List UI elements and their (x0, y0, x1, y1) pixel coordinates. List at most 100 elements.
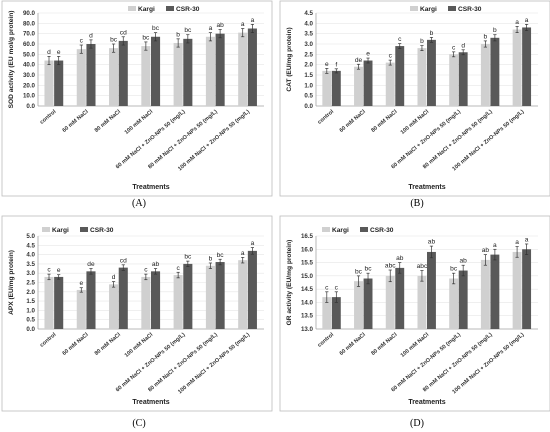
significance-letter: c (80, 38, 84, 45)
significance-letter: e (366, 51, 370, 58)
significance-letter: a (525, 236, 529, 243)
y-axis-title: CAT (EU/mg protein) (286, 27, 293, 91)
legend-swatch-0 (410, 6, 418, 11)
significance-letter: d (112, 274, 116, 281)
bar-kargi (385, 275, 395, 329)
significance-letter: bc (184, 27, 192, 34)
chart-panel-1: 0.0 0.5 1.0 1.5 2.0 2.5 3.0 3.5 4.0 4.5 CAT (EU/mg… (279, 0, 550, 197)
bar-kargi (173, 275, 183, 329)
bar-csr30 (215, 33, 225, 106)
bar-csr30 (86, 44, 96, 106)
legend-label-0: Kargi (420, 6, 437, 13)
significance-letter: c (176, 265, 180, 272)
y-tick-label: 16.5 (301, 233, 314, 240)
significance-letter: c (325, 284, 329, 291)
significance-letter: a (241, 21, 245, 28)
bar-csr30 (86, 271, 96, 329)
significance-letter: d (47, 49, 51, 56)
significance-letter: cd (120, 257, 127, 264)
y-tick-label: 0.0 (26, 326, 35, 333)
bar-csr30 (331, 297, 341, 329)
y-tick-label: 14.0 (301, 299, 314, 306)
y-tick-label: 15.0 (301, 273, 314, 280)
significance-letter: ab (428, 239, 436, 246)
significance-letter: bc (450, 266, 458, 273)
bar-csr30 (458, 270, 468, 329)
bar-csr30 (183, 263, 193, 329)
y-tick-label: 2.0 (26, 289, 35, 296)
bar-kargi (480, 44, 490, 106)
significance-letter: e (325, 61, 329, 68)
y-tick-label: 4.5 (26, 242, 35, 249)
significance-letter: a (251, 240, 255, 247)
bar-csr30 (427, 39, 436, 106)
significance-letter: c (452, 44, 456, 51)
y-tick-label: 3.0 (26, 270, 35, 277)
bar-csr30 (151, 271, 161, 329)
legend-swatch-1 (80, 227, 88, 232)
panel-label: (D) (410, 418, 424, 429)
y-tick-label: 10.0 (23, 93, 36, 100)
bar-csr30 (427, 251, 436, 329)
significance-letter: b (430, 30, 434, 37)
bar-csr30 (118, 40, 128, 106)
bar-kargi (322, 297, 332, 329)
significance-letter: c (47, 267, 51, 274)
y-tick-label: 0.0 (304, 103, 313, 110)
significance-letter: e (57, 49, 61, 56)
significance-letter: c (144, 267, 148, 274)
bar-csr30 (183, 38, 193, 107)
bar-kargi (109, 284, 119, 329)
panel-label: (B) (410, 198, 423, 209)
bar-csr30 (54, 60, 64, 106)
y-axis-title: APX (EU/mg protein) (8, 250, 15, 315)
bar-kargi (449, 278, 459, 329)
y-tick-label: 1.0 (26, 307, 35, 314)
bar-kargi (141, 46, 151, 106)
y-tick-label: 0.0 (26, 103, 35, 110)
bar-csr30 (54, 276, 64, 329)
significance-letter: cd (120, 29, 127, 36)
y-tick-label: 0.5 (26, 317, 35, 324)
significance-letter: de (87, 261, 95, 268)
y-tick-label: 2.0 (304, 62, 313, 69)
legend-swatch-0 (322, 227, 330, 232)
significance-letter: ab (396, 255, 404, 262)
significance-letter: bc (152, 25, 160, 32)
legend-swatch-1 (166, 6, 174, 11)
bar-kargi (417, 275, 427, 329)
chart-panel-3: 13.0 13.5 14.0 14.5 15.0 15.5 16.0 16.5 GR activ… (279, 215, 550, 412)
bar-kargi (449, 54, 459, 106)
chart-frame (1, 0, 273, 197)
chart-frame (279, 0, 550, 197)
y-tick-label: 70.0 (23, 31, 36, 38)
significance-letter: a (515, 19, 519, 26)
bar-kargi (141, 276, 151, 329)
bar-csr30 (247, 28, 257, 106)
significance-letter: b (176, 31, 180, 38)
significance-letter: abc (385, 263, 396, 270)
significance-letter: a (515, 239, 519, 246)
y-tick-label: 2.5 (304, 51, 313, 58)
bar-kargi (205, 36, 215, 107)
legend-label-1: CSR-30 (176, 6, 200, 13)
significance-letter: f (335, 61, 337, 68)
significance-letter: bc (365, 266, 373, 273)
bar-csr30 (363, 60, 373, 106)
chart-panel-2: 0.0 0.5 1.0 1.5 2.0 2.5 3.0 3.5 4.0 4.5 5.0 APX (EU… (1, 215, 273, 412)
bar-csr30 (363, 278, 373, 329)
y-tick-label: 4.5 (304, 10, 313, 17)
significance-letter: ab (482, 247, 490, 254)
bar-csr30 (395, 267, 405, 329)
significance-letter: c (398, 36, 402, 43)
legend-swatch-0 (128, 6, 136, 11)
legend-swatch-1 (360, 227, 368, 232)
significance-letter: bc (217, 252, 225, 259)
y-tick-label: 3.5 (304, 31, 313, 38)
bar-csr30 (522, 27, 532, 106)
y-axis-title: GR activity (EU/mg protein) (286, 240, 293, 326)
legend-label-0: Kargi (52, 227, 69, 234)
y-tick-label: 13.5 (301, 313, 314, 320)
legend-label-0: Kargi (138, 6, 155, 13)
